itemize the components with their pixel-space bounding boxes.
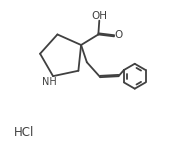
Text: HCl: HCl <box>14 126 35 139</box>
Text: O: O <box>114 30 122 40</box>
Text: NH: NH <box>42 76 57 86</box>
Text: OH: OH <box>92 11 108 21</box>
